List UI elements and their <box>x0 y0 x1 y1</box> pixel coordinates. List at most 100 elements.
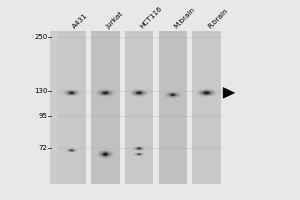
Ellipse shape <box>134 152 145 156</box>
Ellipse shape <box>64 90 80 96</box>
Ellipse shape <box>132 90 146 96</box>
Ellipse shape <box>63 89 80 96</box>
Ellipse shape <box>170 94 175 96</box>
Ellipse shape <box>134 152 144 156</box>
Ellipse shape <box>103 92 108 94</box>
Ellipse shape <box>166 92 180 98</box>
Ellipse shape <box>138 154 140 155</box>
Ellipse shape <box>204 92 209 94</box>
Ellipse shape <box>136 153 142 155</box>
Text: M.brain: M.brain <box>173 6 196 30</box>
Ellipse shape <box>97 150 113 159</box>
Ellipse shape <box>138 92 141 94</box>
Bar <box>91 31 119 184</box>
Ellipse shape <box>102 153 108 156</box>
Ellipse shape <box>135 91 143 95</box>
Ellipse shape <box>131 89 147 96</box>
Ellipse shape <box>202 91 211 95</box>
Ellipse shape <box>135 153 143 156</box>
Ellipse shape <box>70 150 73 151</box>
Ellipse shape <box>69 149 75 152</box>
Ellipse shape <box>105 154 106 155</box>
Ellipse shape <box>136 92 142 94</box>
Ellipse shape <box>67 149 76 152</box>
Ellipse shape <box>99 151 112 158</box>
Ellipse shape <box>70 150 73 151</box>
Ellipse shape <box>198 89 215 96</box>
Ellipse shape <box>101 152 109 156</box>
Ellipse shape <box>66 148 77 153</box>
Ellipse shape <box>203 91 210 94</box>
Ellipse shape <box>135 153 143 156</box>
Ellipse shape <box>68 91 76 95</box>
Ellipse shape <box>101 91 110 95</box>
Ellipse shape <box>97 89 114 96</box>
Ellipse shape <box>65 148 78 153</box>
Ellipse shape <box>137 148 141 149</box>
Ellipse shape <box>137 154 141 155</box>
Ellipse shape <box>103 92 108 94</box>
Ellipse shape <box>171 94 174 95</box>
Ellipse shape <box>69 92 74 94</box>
Ellipse shape <box>139 148 140 149</box>
Ellipse shape <box>204 91 210 94</box>
Ellipse shape <box>71 150 72 151</box>
Ellipse shape <box>100 91 111 95</box>
Ellipse shape <box>134 146 145 151</box>
Ellipse shape <box>201 91 212 95</box>
Text: 130: 130 <box>34 88 48 94</box>
Ellipse shape <box>138 154 141 155</box>
Ellipse shape <box>170 94 176 96</box>
Text: 95: 95 <box>39 113 48 119</box>
Ellipse shape <box>205 92 208 94</box>
Ellipse shape <box>137 148 141 149</box>
Ellipse shape <box>167 92 179 97</box>
Text: 72: 72 <box>39 145 48 151</box>
Ellipse shape <box>199 90 214 96</box>
Ellipse shape <box>136 92 142 94</box>
Ellipse shape <box>169 93 177 96</box>
Ellipse shape <box>67 91 77 95</box>
Bar <box>125 31 153 184</box>
Ellipse shape <box>136 147 143 150</box>
Ellipse shape <box>136 91 142 94</box>
Ellipse shape <box>104 92 107 94</box>
Ellipse shape <box>69 150 74 151</box>
Ellipse shape <box>137 148 141 149</box>
Ellipse shape <box>103 153 108 156</box>
Ellipse shape <box>168 93 178 97</box>
Ellipse shape <box>70 150 74 151</box>
Ellipse shape <box>98 90 113 96</box>
Ellipse shape <box>69 92 74 94</box>
Bar <box>50 31 56 184</box>
Bar <box>159 31 187 184</box>
Ellipse shape <box>164 91 182 98</box>
Bar <box>192 31 221 184</box>
Ellipse shape <box>68 149 75 152</box>
Text: Jurkat: Jurkat <box>105 10 124 30</box>
Text: HCT116: HCT116 <box>139 5 164 30</box>
Ellipse shape <box>99 90 112 95</box>
Ellipse shape <box>103 153 107 155</box>
Polygon shape <box>223 88 235 98</box>
Ellipse shape <box>169 93 176 96</box>
Bar <box>57 31 86 184</box>
Ellipse shape <box>137 154 141 155</box>
Ellipse shape <box>100 151 111 157</box>
Ellipse shape <box>96 89 115 97</box>
Ellipse shape <box>136 153 142 155</box>
Ellipse shape <box>65 90 79 96</box>
Ellipse shape <box>165 92 181 98</box>
Ellipse shape <box>138 148 140 149</box>
Text: 250: 250 <box>34 34 48 40</box>
Ellipse shape <box>135 147 143 150</box>
Ellipse shape <box>68 149 76 152</box>
Ellipse shape <box>133 90 146 95</box>
Ellipse shape <box>102 91 109 94</box>
Ellipse shape <box>101 152 110 157</box>
Ellipse shape <box>134 91 145 95</box>
Ellipse shape <box>136 147 142 150</box>
Ellipse shape <box>68 92 75 94</box>
Text: A431: A431 <box>72 12 89 30</box>
Ellipse shape <box>134 147 144 150</box>
